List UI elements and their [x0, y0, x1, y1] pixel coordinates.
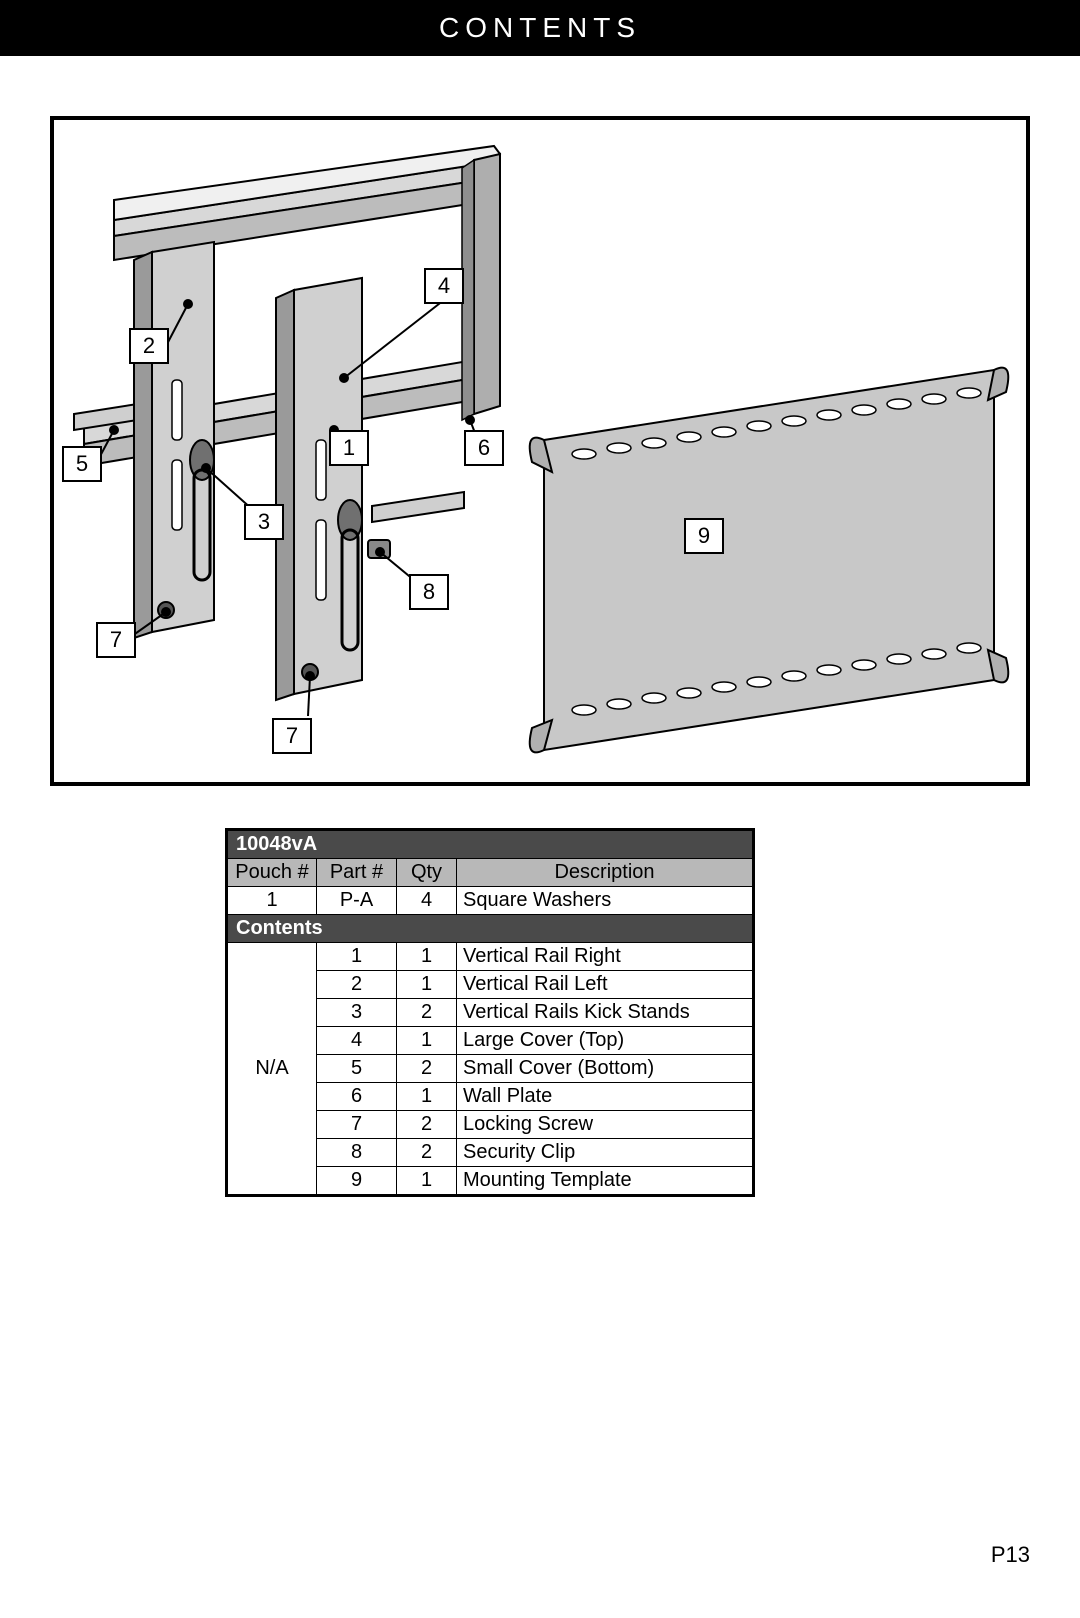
- part-cell: 6: [317, 1083, 397, 1111]
- col-pouch: Pouch #: [227, 859, 317, 887]
- qty-cell: 1: [397, 1027, 457, 1055]
- diagram-frame: 4 2 1 6 5 3 9 8 7 7: [50, 116, 1030, 786]
- callout-7: 7: [272, 718, 312, 754]
- page-number: P13: [991, 1542, 1030, 1568]
- parts-table-container: 10048vA Pouch # Part # Qty Description 1…: [225, 828, 755, 1197]
- pouch-desc: Square Washers: [457, 887, 754, 915]
- part-cell: 1: [317, 943, 397, 971]
- contents-label: Contents: [227, 915, 754, 943]
- part-cell: 3: [317, 999, 397, 1027]
- col-qty: Qty: [397, 859, 457, 887]
- desc-cell: Large Cover (Top): [457, 1027, 754, 1055]
- na-cell: N/A: [227, 943, 317, 1196]
- table-model-row: 10048vA: [227, 830, 754, 859]
- contents-label-row: Contents: [227, 915, 754, 943]
- table-header-row: Pouch # Part # Qty Description: [227, 859, 754, 887]
- col-desc: Description: [457, 859, 754, 887]
- pouch-part: P-A: [317, 887, 397, 915]
- table-row: N/A11Vertical Rail Right: [227, 943, 754, 971]
- desc-cell: Vertical Rail Left: [457, 971, 754, 999]
- vertical-rail-left: [134, 242, 214, 638]
- part-cell: 9: [317, 1167, 397, 1196]
- qty-cell: 2: [397, 1055, 457, 1083]
- part-cell: 7: [317, 1111, 397, 1139]
- table-model: 10048vA: [227, 830, 754, 859]
- part-cell: 8: [317, 1139, 397, 1167]
- mounting-template: [530, 368, 1009, 753]
- desc-cell: Vertical Rail Right: [457, 943, 754, 971]
- callout-9: 9: [684, 518, 724, 554]
- qty-cell: 1: [397, 1083, 457, 1111]
- callout-5: 5: [62, 446, 102, 482]
- pouch-row: 1 P-A 4 Square Washers: [227, 887, 754, 915]
- callout-8: 8: [409, 574, 449, 610]
- callout-2: 2: [129, 328, 169, 364]
- callout-1: 1: [329, 430, 369, 466]
- qty-cell: 2: [397, 1111, 457, 1139]
- desc-cell: Small Cover (Bottom): [457, 1055, 754, 1083]
- qty-cell: 1: [397, 971, 457, 999]
- pouch-num: 1: [227, 887, 317, 915]
- part-cell: 5: [317, 1055, 397, 1083]
- callout-7: 7: [96, 622, 136, 658]
- pouch-qty: 4: [397, 887, 457, 915]
- qty-cell: 2: [397, 1139, 457, 1167]
- callout-4: 4: [424, 268, 464, 304]
- qty-cell: 1: [397, 1167, 457, 1196]
- parts-table: 10048vA Pouch # Part # Qty Description 1…: [225, 828, 755, 1197]
- callout-3: 3: [244, 504, 284, 540]
- wall-plate-end-cap: [474, 154, 500, 414]
- header-bar: CONTENTS: [0, 0, 1080, 56]
- desc-cell: Security Clip: [457, 1139, 754, 1167]
- callout-6: 6: [464, 430, 504, 466]
- small-cover-bottom-right: [372, 492, 464, 522]
- desc-cell: Locking Screw: [457, 1111, 754, 1139]
- assembly-diagram: [54, 120, 1026, 782]
- vertical-rail-right: [276, 278, 390, 700]
- qty-cell: 2: [397, 999, 457, 1027]
- desc-cell: Mounting Template: [457, 1167, 754, 1196]
- page-title: CONTENTS: [439, 12, 641, 44]
- part-cell: 2: [317, 971, 397, 999]
- qty-cell: 1: [397, 943, 457, 971]
- col-part: Part #: [317, 859, 397, 887]
- desc-cell: Vertical Rails Kick Stands: [457, 999, 754, 1027]
- part-cell: 4: [317, 1027, 397, 1055]
- desc-cell: Wall Plate: [457, 1083, 754, 1111]
